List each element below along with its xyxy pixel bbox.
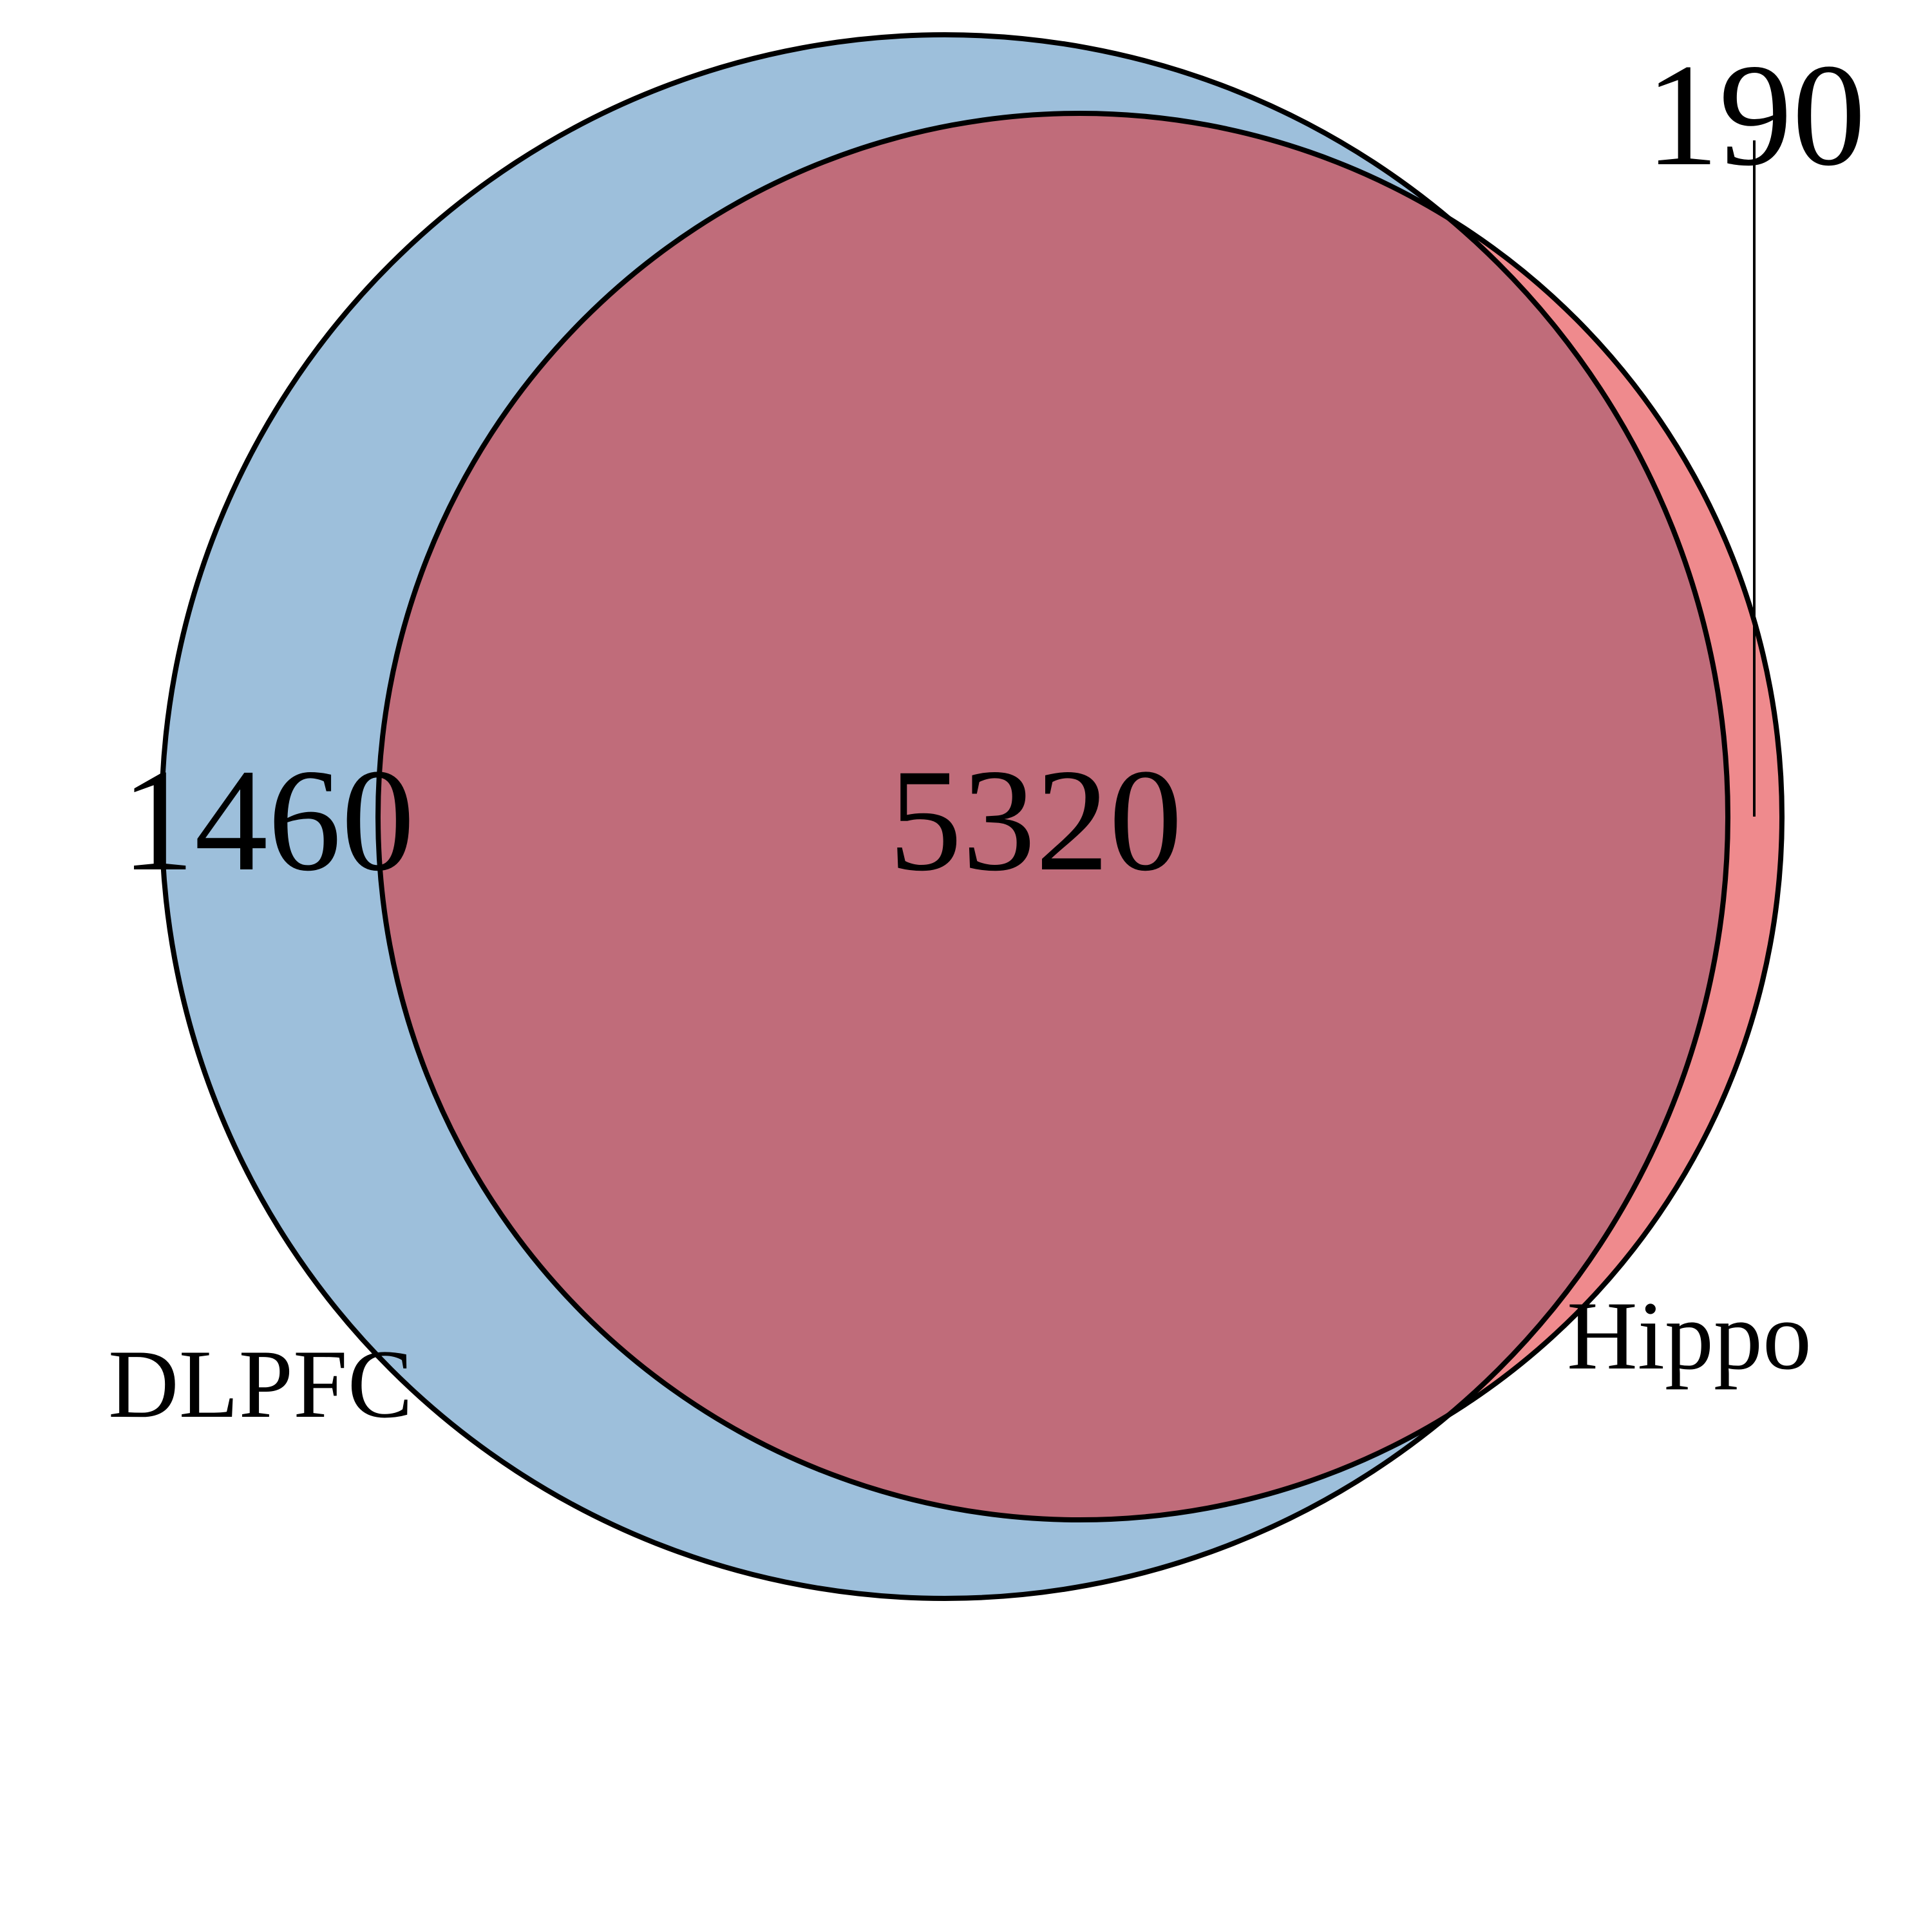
overlap-region (378, 113, 1728, 1520)
hippo-set-label: Hippo (1567, 1282, 1812, 1390)
dlpfc-set-outline (159, 32, 1730, 1601)
dlpfc-set-label: DLPFC (108, 1330, 413, 1438)
hippo-only-count: 190 (1645, 34, 1866, 196)
hippo-set-outline (375, 111, 1785, 1522)
overlap-count: 5320 (889, 739, 1182, 902)
dlpfc-only-count: 1460 (121, 739, 415, 902)
